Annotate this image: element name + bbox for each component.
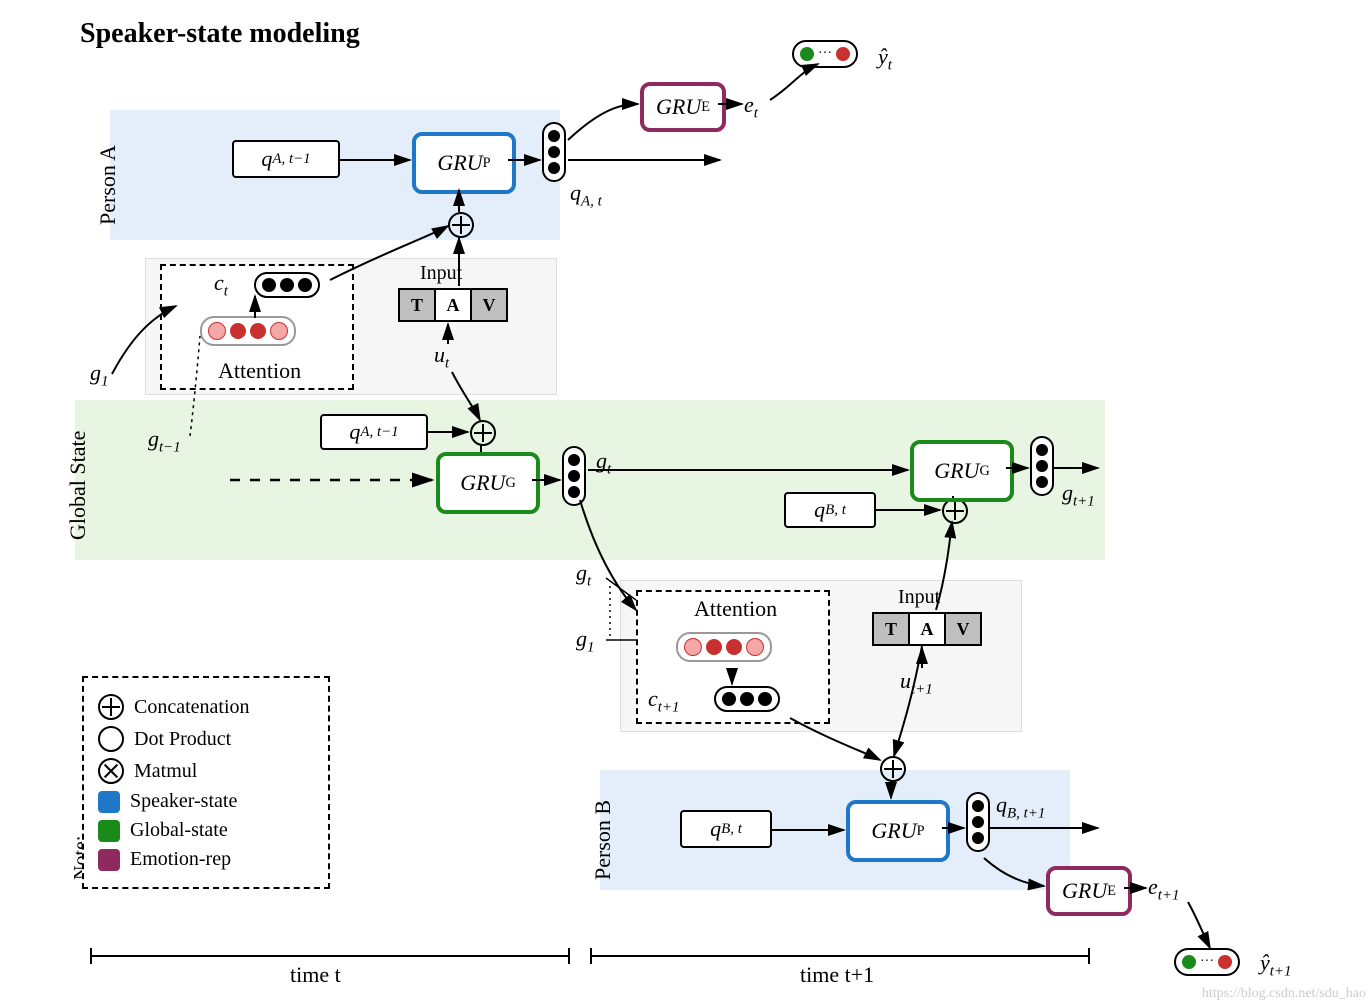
yhat-t1-capsule: ··· <box>1174 948 1240 976</box>
matmul-icon <box>98 758 124 784</box>
concat-op-b <box>880 756 906 782</box>
concat-icon <box>98 694 124 720</box>
legend-item-global: Global-state <box>98 819 314 842</box>
attention-box-t: ct Attention <box>160 264 354 390</box>
g-t-label: gt <box>596 448 611 478</box>
gru-p-a: GRUP <box>412 132 516 194</box>
person-b-label: Person B <box>590 800 616 880</box>
gru-g-2: GRUG <box>910 440 1014 502</box>
speaker-swatch <box>98 791 120 813</box>
concat-op-a <box>448 212 474 238</box>
q-a-tm1-box: qA, t−1 <box>232 140 340 178</box>
timeline-t1-label: time t+1 <box>800 962 874 988</box>
timeline-t-label: time t <box>290 962 341 988</box>
u-t1-label: ut+1 <box>900 668 933 698</box>
yhat-t-label: ŷt <box>878 44 892 74</box>
legend-item-concat: Concatenation <box>98 694 314 720</box>
c-t-label: ct <box>214 270 228 300</box>
g-t-feed-label: gt <box>576 560 591 590</box>
gru-e-a: GRUE <box>640 82 726 132</box>
attention-label-t1: Attention <box>694 596 777 622</box>
legend-item-emotion: Emotion-rep <box>98 848 314 871</box>
diagram-stage: Speaker-state modeling Person A Global S… <box>0 0 1372 1006</box>
e-t-label: et <box>744 92 758 122</box>
c-t-dots <box>254 272 320 298</box>
timeline-t1 <box>590 955 1090 957</box>
attention-label-t: Attention <box>218 358 301 384</box>
q-b-t-box-2: qB, t <box>680 810 772 848</box>
yhat-t-capsule: ··· <box>792 40 858 68</box>
tav-t: T A V <box>398 288 508 322</box>
g-t1-label: gt+1 <box>1062 480 1095 510</box>
gru-g-1: GRUG <box>436 452 540 514</box>
legend-box: Concatenation Dot Product Matmul Speaker… <box>82 676 330 889</box>
timeline-t <box>90 955 570 957</box>
input-label-t1: Input <box>898 586 940 609</box>
legend-item-dot: Dot Product <box>98 726 314 752</box>
attention-box-t1: Attention ct+1 <box>636 590 830 724</box>
global-swatch <box>98 820 120 842</box>
attention-dots-t <box>200 316 296 346</box>
q-b-t1-dots <box>966 792 990 852</box>
q-a-t-dots <box>542 122 566 182</box>
dotprod-icon <box>98 726 124 752</box>
c-t1-dots <box>714 686 780 712</box>
person-b-band <box>600 770 1070 890</box>
emotion-swatch <box>98 849 120 871</box>
q-b-t-box: qB, t <box>784 492 876 528</box>
person-a-label: Person A <box>95 145 121 225</box>
concat-op-g1 <box>470 420 496 446</box>
e-t1-label: et+1 <box>1148 874 1180 904</box>
g-t-dots <box>562 446 586 506</box>
attention-dots-t1 <box>676 632 772 662</box>
g1-label: g1 <box>90 360 108 390</box>
watermark: https://blog.csdn.net/sdu_hao <box>1202 986 1366 1002</box>
gru-e-b: GRUE <box>1046 866 1132 916</box>
tav-t1: T A V <box>872 612 982 646</box>
q-a-t-label: qA, t <box>570 180 602 210</box>
diagram-title: Speaker-state modeling <box>80 18 360 50</box>
q-a-tm1-box-2: qA, t−1 <box>320 414 428 450</box>
gru-p-b: GRUP <box>846 800 950 862</box>
q-b-t1-label: qB, t+1 <box>996 792 1045 822</box>
input-label-t: Input <box>420 262 462 285</box>
global-state-label: Global State <box>65 431 91 540</box>
u-t-label: ut <box>434 342 449 372</box>
g-t1-dots <box>1030 436 1054 496</box>
c-t1-label: ct+1 <box>648 686 680 716</box>
gtm1-label: gt−1 <box>148 426 181 456</box>
legend-item-speaker: Speaker-state <box>98 790 314 813</box>
yhat-t1-label: ŷt+1 <box>1260 950 1292 980</box>
g1-feed-label: g1 <box>576 626 594 656</box>
legend-item-matmul: Matmul <box>98 758 314 784</box>
